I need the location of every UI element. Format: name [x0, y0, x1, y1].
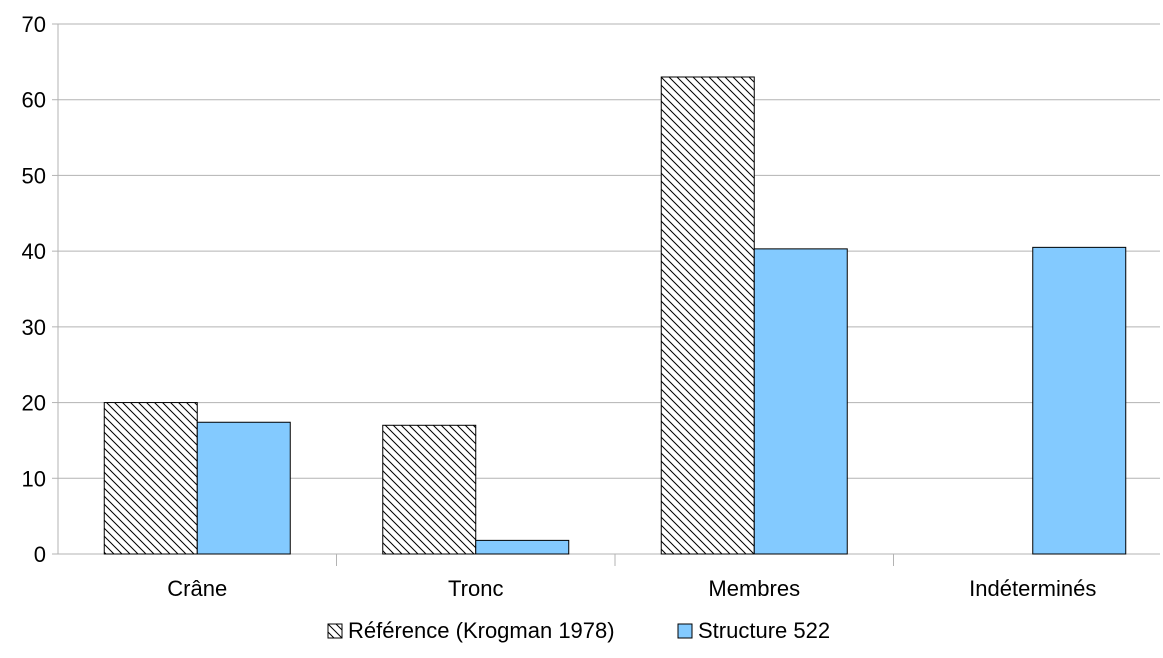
y-tick-label: 70 — [22, 12, 46, 37]
y-tick-label: 20 — [22, 391, 46, 416]
legend-label: Structure 522 — [698, 618, 830, 643]
bar-structure-522-0 — [196, 421, 291, 555]
x-tick-label: Indéterminés — [969, 576, 1096, 601]
y-tick-label: 50 — [22, 163, 46, 188]
bar-reference-1 — [382, 424, 477, 555]
legend-label: Référence (Krogman 1978) — [348, 618, 615, 643]
legend-swatch — [327, 623, 343, 639]
y-tick-label: 30 — [22, 315, 46, 340]
legend-swatch — [677, 623, 693, 639]
bar-reference-0 — [103, 402, 198, 555]
legend: Référence (Krogman 1978) Structure 522 — [327, 618, 830, 643]
y-tick-label: 10 — [22, 466, 46, 491]
x-tick-label: Membres — [708, 576, 800, 601]
bars — [103, 76, 1127, 555]
bar-structure-522-1 — [475, 539, 570, 555]
bar-structure-522-3 — [1032, 246, 1127, 555]
bar-reference-2 — [660, 76, 755, 555]
y-tick-label: 60 — [22, 88, 46, 113]
y-tick-label: 0 — [34, 542, 46, 567]
x-tick-label: Crâne — [167, 576, 227, 601]
x-tick-label: Tronc — [448, 576, 503, 601]
bar-structure-522-2 — [753, 248, 848, 555]
y-tick-label: 40 — [22, 239, 46, 264]
tick-labels: 0 10 20 30 40 50 60 70 Crâne Tronc Membres Indéterm… — [22, 12, 1097, 601]
